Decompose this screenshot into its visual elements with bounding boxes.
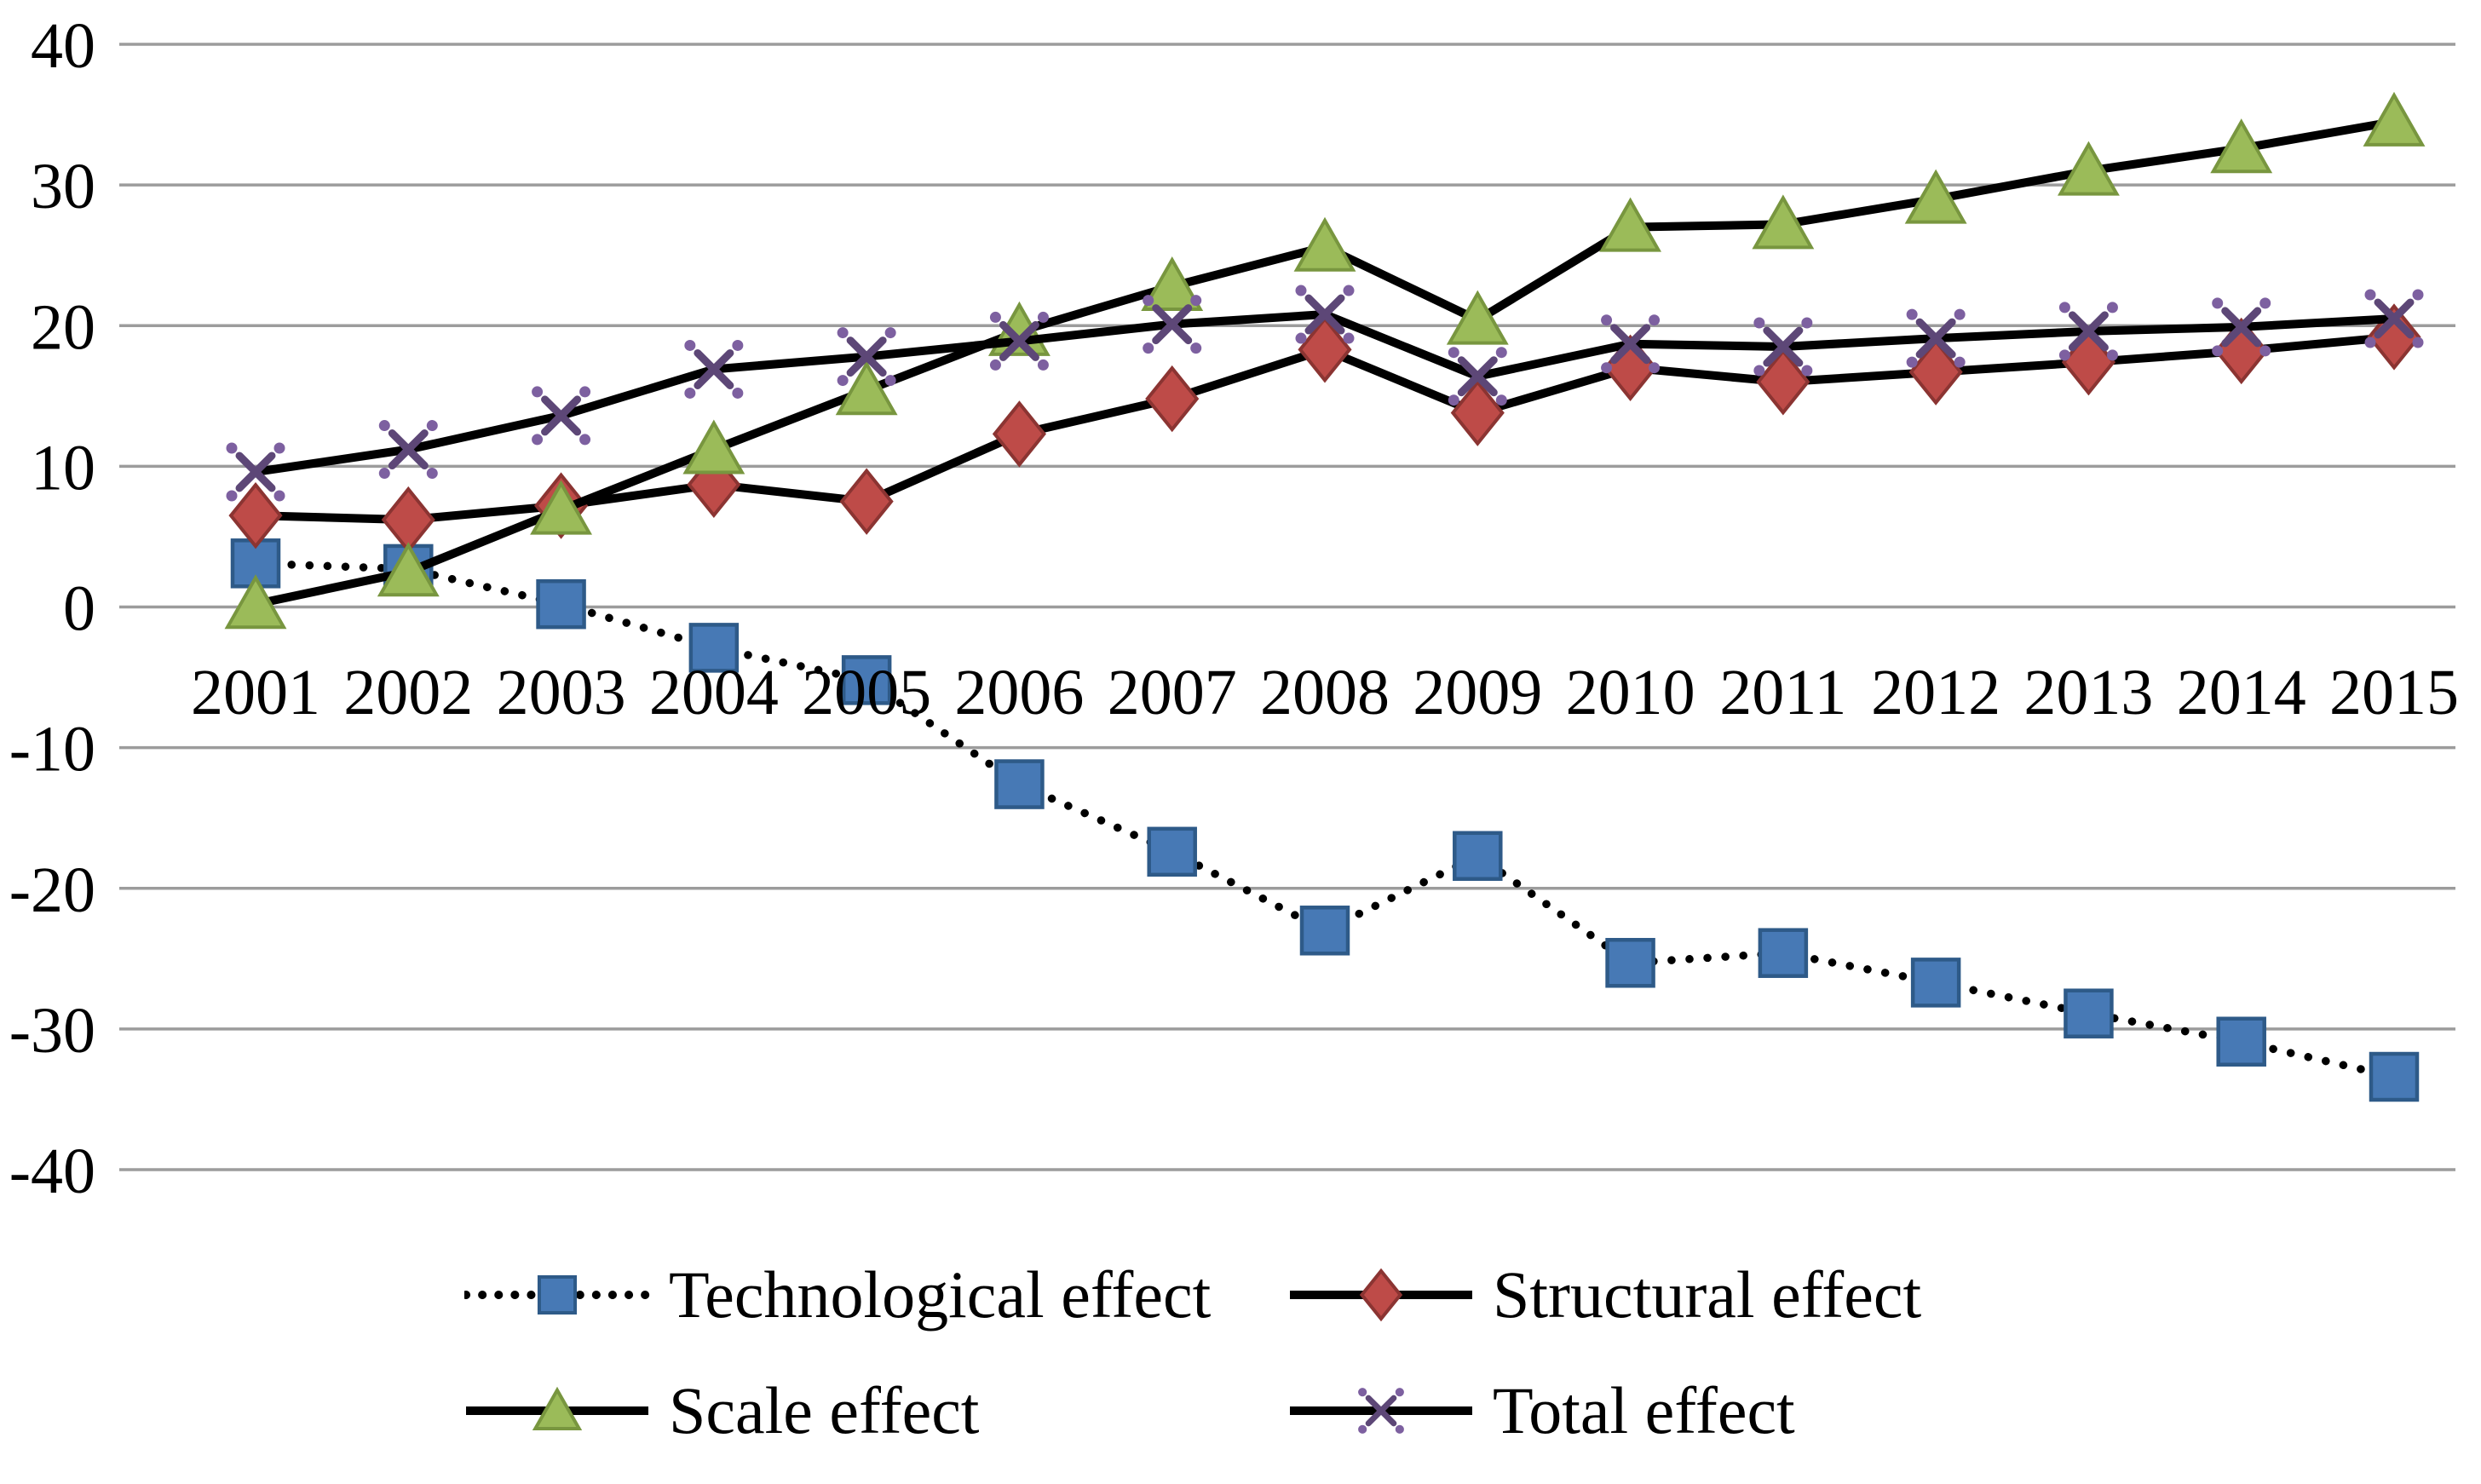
marker-triangle xyxy=(1599,197,1662,252)
marker-triangle xyxy=(682,419,745,475)
y-tick-label: -30 xyxy=(9,995,95,1067)
marker-square xyxy=(2216,1016,2266,1067)
marker-x-star xyxy=(1753,317,1813,377)
y-tick-label: -40 xyxy=(9,1136,95,1207)
marker-triangle xyxy=(1293,216,1356,272)
y-tick-label: 0 xyxy=(63,573,95,645)
marker-diamond xyxy=(992,400,1046,468)
marker-diamond xyxy=(839,468,894,535)
marker-square xyxy=(536,578,586,630)
marker-x-star xyxy=(1906,308,1966,368)
marker-diamond xyxy=(1450,379,1505,446)
marker-x-star xyxy=(1601,314,1661,374)
marker-triangle xyxy=(1141,256,1204,312)
series-markers-0 xyxy=(230,538,2420,1102)
x-tick-label: 2012 xyxy=(1871,657,2000,728)
marker-x-star xyxy=(2364,289,2424,348)
marker-square xyxy=(841,655,892,705)
x-tick-label: 2010 xyxy=(1566,657,1695,728)
marker-square xyxy=(1299,906,1350,956)
marker-triangle xyxy=(1752,194,1815,250)
x-tick-label: 2014 xyxy=(2177,657,2306,728)
x-tick-label: 2008 xyxy=(1260,657,1390,728)
marker-x-star xyxy=(989,311,1049,371)
marker-square xyxy=(1605,938,1655,988)
series-markers-3 xyxy=(226,285,2424,502)
marker-square xyxy=(994,759,1045,809)
marker-diamond xyxy=(381,486,435,554)
x-tick-label: 2001 xyxy=(191,657,320,728)
marker-triangle xyxy=(530,480,593,535)
marker-triangle xyxy=(2363,91,2426,147)
marker-x-star xyxy=(837,327,896,387)
x-tick-label: 2005 xyxy=(802,657,931,728)
marker-triangle xyxy=(835,360,898,416)
marker-diamond xyxy=(228,481,283,549)
marker-triangle xyxy=(224,574,287,630)
series-markers-1 xyxy=(228,303,2421,554)
marker-triangle xyxy=(2210,118,2273,174)
marker-triangle xyxy=(1446,290,1509,345)
marker-triangle xyxy=(1904,169,1967,224)
marker-x-star xyxy=(2058,302,2118,361)
y-tick-label: -20 xyxy=(9,854,95,926)
x-tick-label: 2004 xyxy=(649,657,779,728)
y-tick-label: -10 xyxy=(9,714,95,785)
marker-triangle xyxy=(2057,141,2120,196)
marker-x-star xyxy=(684,339,744,399)
x-tick-label: 2009 xyxy=(1413,657,1542,728)
marker-x-star xyxy=(378,420,438,480)
series-markers-2 xyxy=(224,91,2426,630)
marker-diamond xyxy=(1756,348,1810,416)
x-tick-label: 2006 xyxy=(954,657,1084,728)
marker-diamond xyxy=(2061,328,2115,396)
marker-square xyxy=(1453,831,1503,882)
y-tick-label: 10 xyxy=(31,432,95,503)
y-tick-label: 40 xyxy=(31,10,95,82)
y-tick-label: 20 xyxy=(31,291,95,363)
marker-square xyxy=(2369,1051,2420,1102)
marker-x-star xyxy=(226,442,285,502)
y-tick-label: 30 xyxy=(31,151,95,222)
marker-diamond xyxy=(1298,316,1352,383)
marker-x-star xyxy=(1448,347,1507,406)
marker-diamond xyxy=(1908,338,1963,406)
x-tick-label: 2013 xyxy=(2023,657,2153,728)
marker-x-star xyxy=(2212,297,2271,357)
marker-square xyxy=(1147,826,1197,877)
x-tick-label: 2003 xyxy=(497,657,626,728)
x-tick-label: 2007 xyxy=(1108,657,1237,728)
marker-x-star xyxy=(532,386,591,446)
x-tick-label: 2011 xyxy=(1719,657,1846,728)
marker-diamond xyxy=(1145,365,1200,433)
marker-triangle xyxy=(377,542,440,597)
marker-square xyxy=(1910,958,1961,1008)
marker-x-star xyxy=(1295,285,1355,344)
marker-square xyxy=(1758,928,1809,978)
x-tick-label: 2002 xyxy=(343,657,473,728)
x-tick-label: 2015 xyxy=(2329,657,2459,728)
marker-x-star xyxy=(1143,295,1202,354)
marker-square xyxy=(2064,988,2114,1038)
marker-square xyxy=(688,623,740,673)
